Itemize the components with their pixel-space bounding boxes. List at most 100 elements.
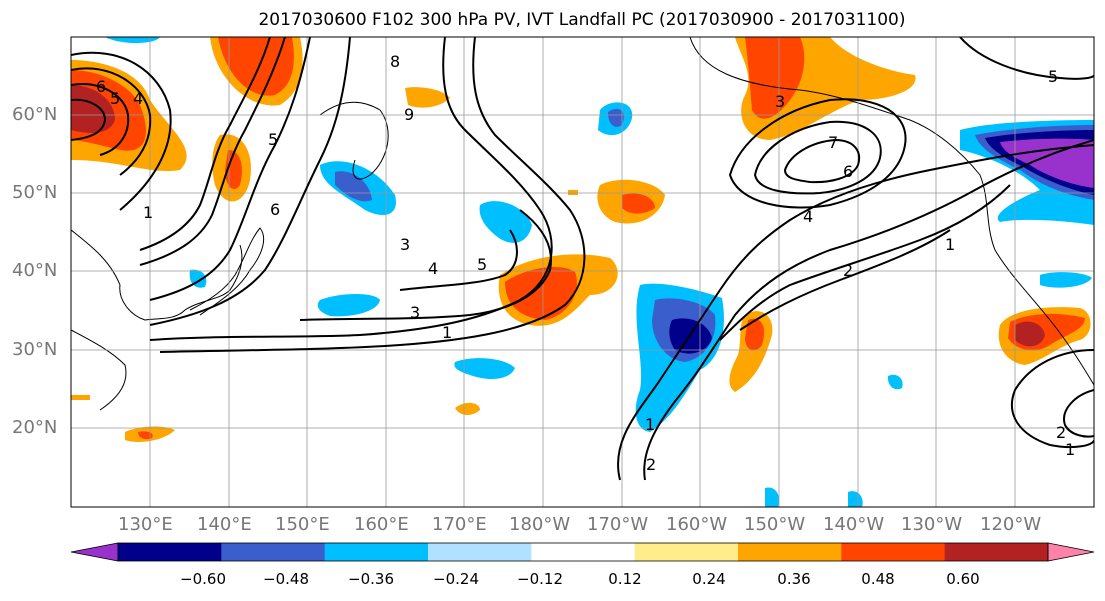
pv-contour (139, 37, 286, 266)
pv-contour (71, 51, 172, 211)
colorbar-tick-label: 0.48 (861, 570, 895, 588)
pv-contour (719, 184, 1011, 341)
lon-label: 180°W (509, 514, 571, 535)
anomaly-positive (568, 190, 578, 195)
lon-label: 160°E (354, 514, 409, 535)
pv-contour (1010, 349, 1094, 449)
lat-label: 50°N (12, 182, 58, 203)
contour-label: 1 (1065, 440, 1075, 459)
lon-label: 170°W (587, 514, 649, 535)
colorbar-swatch (738, 543, 842, 561)
contour-label: 4 (803, 207, 813, 226)
colorbar-swatch (118, 543, 222, 561)
contour-label: 5 (268, 130, 278, 149)
contour-labels: 6 5 4 8 9 5 6 3 4 5 3 1 1 3 7 6 4 2 1 5 … (96, 52, 1075, 474)
contour-label: 9 (404, 105, 414, 124)
pv-contour (139, 37, 271, 251)
anomaly-negative (105, 37, 160, 43)
anomaly-negative (765, 487, 780, 507)
colorbar-swatch (841, 543, 946, 561)
pv-contour (299, 209, 552, 321)
colorbar-tick-label: −0.48 (263, 570, 309, 588)
colorbar-tick-label: 0.24 (692, 570, 726, 588)
anomaly-positive (138, 431, 153, 440)
anomaly-negative (317, 294, 380, 317)
anomaly-positive (405, 87, 450, 108)
colorbar-tick-label: −0.60 (180, 570, 226, 588)
colorbar-tick-label: −0.36 (348, 570, 394, 588)
contour-label: 6 (96, 77, 106, 96)
pv-contour (643, 139, 1094, 481)
lon-label: 130°E (118, 514, 173, 535)
anomaly-positive (455, 402, 480, 416)
anomaly-negative (479, 201, 532, 243)
colorbar-tick-label: −0.12 (517, 570, 563, 588)
colorbar-swatch (324, 543, 429, 561)
anomaly-negative (887, 374, 903, 390)
contour-label: 3 (410, 303, 420, 322)
pv-contour (753, 120, 882, 195)
contour-label: 2 (843, 261, 853, 280)
lon-label: 170°E (432, 514, 487, 535)
contour-label: 8 (390, 52, 400, 71)
japan-coast (189, 227, 265, 316)
contour-label: 1 (442, 323, 452, 342)
lon-label: 160°W (666, 514, 728, 535)
pv-contour (728, 98, 907, 209)
lon-label: 120°W (980, 514, 1042, 535)
anomaly-negative (1040, 272, 1092, 288)
anomaly-strong-negative (669, 318, 712, 354)
pv-contour (149, 37, 351, 326)
colorbar-swatch (428, 543, 532, 561)
anomaly-positive (218, 37, 294, 96)
asia-coast (71, 229, 243, 321)
contour-label: 1 (143, 203, 153, 222)
anomaly-positive (71, 395, 90, 400)
map-panel: 6 5 4 8 9 5 6 3 4 5 3 1 1 3 7 6 4 2 1 5 … (71, 37, 1094, 507)
contour-label: 2 (1056, 423, 1066, 442)
anomaly-negative (848, 491, 863, 507)
lon-label: 150°E (275, 514, 330, 535)
lat-label: 20°N (12, 417, 58, 438)
pv-contour (149, 37, 311, 301)
pv-contour (783, 138, 860, 184)
contour-label: 6 (270, 200, 280, 219)
colorbar-swatch (531, 543, 636, 561)
colorbar-extend-low (70, 542, 119, 562)
china-coast (71, 329, 127, 411)
anomaly-strongest-negative (1000, 138, 1094, 188)
anomaly-strong-positive (1015, 321, 1045, 347)
pv-contour (959, 37, 1094, 80)
contour-label: 7 (828, 133, 838, 152)
lon-label: 140°W (823, 514, 885, 535)
colorbar-swatch (634, 543, 739, 561)
contour-label: 2 (646, 455, 656, 474)
contour-label: 5 (1048, 67, 1058, 86)
contour-label: 5 (110, 89, 120, 108)
colorbar-extend-high (1047, 542, 1095, 562)
pv-contour (399, 229, 518, 291)
contour-label: 4 (133, 89, 143, 108)
anomaly-positive (505, 267, 577, 320)
anomaly-negative (454, 358, 515, 380)
anomaly-negative (608, 108, 624, 127)
pv-contour (617, 144, 1094, 481)
anomaly-negative (335, 171, 372, 202)
anomaly-positive (745, 37, 805, 119)
lon-label: 130°W (901, 514, 963, 535)
colorbar-tick-label: −0.24 (433, 570, 479, 588)
map-title: 2017030600 F102 300 hPa PV, IVT Landfall… (258, 10, 906, 30)
contour-label: 3 (775, 92, 785, 111)
contour-label: 1 (945, 235, 955, 254)
contour-label: 5 (477, 255, 487, 274)
map-frame (70, 36, 1095, 508)
colorbar-tick-label: 0.12 (608, 570, 642, 588)
lon-label: 140°E (197, 514, 252, 535)
pv-contour (71, 98, 107, 141)
pv-contours (71, 37, 1094, 481)
contour-label: 3 (400, 235, 410, 254)
contour-label: 6 (843, 162, 853, 181)
shaded-anomalies (71, 37, 1094, 507)
lat-label: 40°N (12, 260, 58, 281)
